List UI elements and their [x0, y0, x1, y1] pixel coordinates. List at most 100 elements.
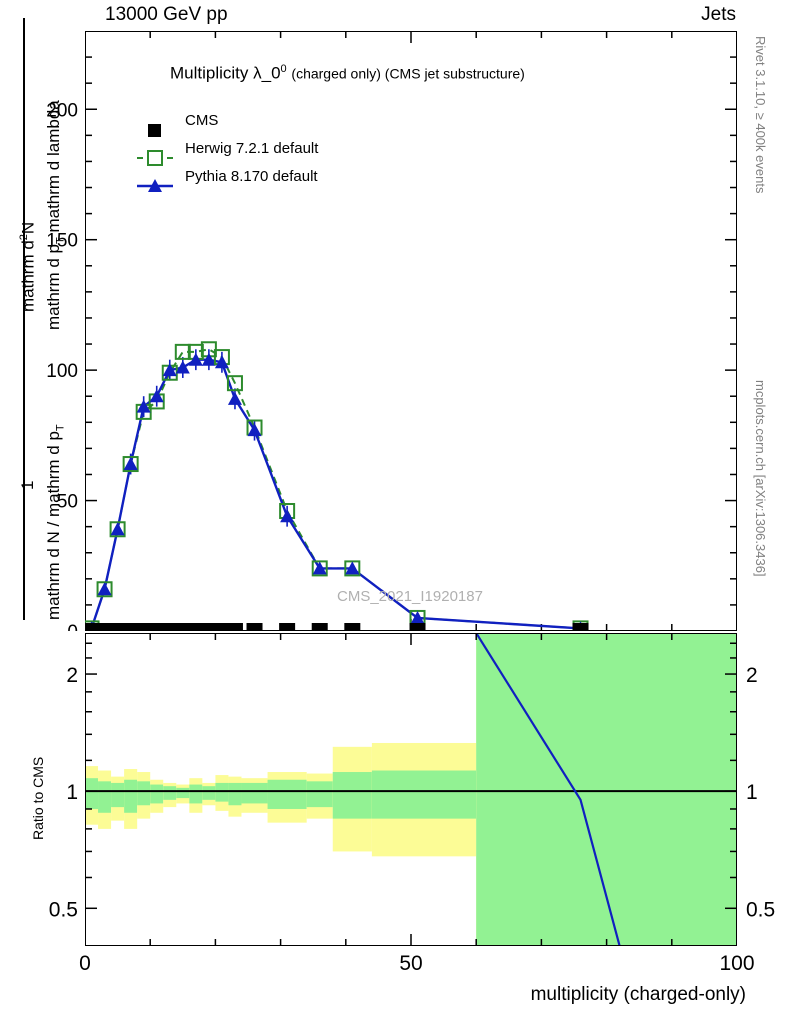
ratio-band-green	[306, 781, 333, 808]
main-plot-frame	[85, 31, 737, 631]
pythia-marker	[123, 457, 138, 471]
ratio-band-green	[176, 787, 190, 799]
herwig-marker	[96, 581, 113, 598]
cms-marker	[187, 623, 204, 631]
ratio-plot-panel[interactable]	[85, 633, 737, 946]
cms-marker	[213, 623, 230, 631]
legend-label-1: Herwig 7.2.1 default	[185, 140, 319, 157]
xaxis-label: multiplicity (charged-only)	[530, 984, 746, 1005]
yaxis-num-tail: N	[18, 221, 38, 235]
ratio-band-green	[150, 784, 164, 804]
xaxis-tick-labels: 0 50 100	[60, 948, 780, 978]
cms-marker	[279, 623, 296, 631]
pythia-marker	[280, 509, 295, 523]
plot-title: Multiplicity λ_00 (charged only) (CMS je…	[170, 63, 525, 84]
main-ytick-label: 50	[57, 492, 78, 513]
ratio-band-green	[202, 786, 216, 800]
ratio-band-green	[163, 786, 177, 800]
pythia-marker	[214, 355, 229, 369]
cms-marker	[572, 623, 589, 631]
ratio-ytick-label-right: 2	[746, 664, 758, 687]
cms-marker	[96, 623, 113, 631]
ratio-ytick-labels: 0.5 1 2	[40, 633, 82, 946]
cms-marker	[311, 623, 328, 631]
legend	[135, 110, 435, 192]
cms-marker	[135, 623, 152, 631]
side-text-rivet: Rivet 3.1.10, ≥ 400k events	[753, 36, 768, 194]
yaxis-label-numerator: mathrm d2N	[18, 222, 39, 312]
cms-marker	[174, 623, 191, 631]
yaxis-prefix-text: 1	[18, 480, 37, 490]
header-left-energy: 13000 GeV pp	[105, 4, 228, 25]
legend-pythia-marker	[148, 179, 162, 192]
pythia-marker	[110, 522, 125, 536]
pythia-marker	[247, 423, 262, 437]
ratio-band-green	[267, 779, 307, 809]
pythia-marker	[149, 389, 164, 403]
pythia-marker	[201, 352, 216, 366]
pythia-marker	[227, 391, 242, 405]
main-ytick-label: 200	[46, 100, 78, 121]
ratio-ytick-label: 1	[66, 781, 78, 804]
ratio-band-green	[228, 782, 242, 806]
ratio-band-green	[85, 778, 99, 809]
main-ytick-label: 0	[67, 622, 78, 631]
cms-marker	[409, 623, 426, 631]
cms-marker	[122, 623, 139, 631]
pythia-marker	[188, 352, 203, 366]
ratio-band-green	[137, 781, 151, 806]
cms-marker	[85, 623, 100, 631]
main-ytick-labels: 0 50 100 150 200	[40, 31, 82, 631]
cms-marker	[226, 623, 243, 631]
ratio-ytick-label: 2	[66, 664, 78, 687]
ratio-band-green	[215, 782, 229, 802]
legend-cms-marker	[148, 124, 161, 137]
xaxis-tick-label: 50	[399, 952, 422, 975]
cms-marker	[109, 623, 126, 631]
pythia-marker	[175, 360, 190, 374]
yaxis-label-prefix: 1	[18, 481, 38, 490]
ratio-ytick-label-right: 1	[746, 781, 758, 804]
pythia-marker	[136, 399, 151, 413]
ratio-axis-label: Ratio to CMS	[30, 756, 46, 840]
watermark: CMS_2021_I1920187	[337, 588, 483, 605]
plot-title-rest: (charged only) (CMS jet substructure)	[291, 65, 525, 82]
ratio-band-green	[111, 782, 125, 808]
main-ytick-label: 100	[46, 361, 78, 382]
legend-label-0: CMS	[185, 112, 219, 129]
cms-marker	[200, 623, 217, 631]
pythia-marker	[312, 561, 327, 575]
yaxis-label	[0, 0, 48, 630]
legend-herwig-marker	[147, 150, 163, 166]
ratio-ytick-label: 0.5	[49, 898, 78, 921]
main-plot-panel[interactable]	[85, 31, 737, 631]
ratio-band-green	[98, 781, 112, 813]
ratio-band-green	[241, 782, 268, 804]
ratio-band-green	[189, 784, 203, 804]
legend-label-2: Pythia 8.170 default	[185, 168, 318, 185]
pythia-marker	[410, 610, 425, 624]
ratio-ytick-labels-right: 0.5 1 2	[740, 633, 786, 946]
pythia-marker	[345, 561, 360, 575]
plot-title-main: Multiplicity λ_0	[170, 63, 281, 83]
ratio-band-green	[124, 779, 138, 813]
ratio-ytick-label-right: 0.5	[746, 898, 775, 921]
ratio-band-green	[371, 770, 477, 819]
yaxis-num-sup: 2	[18, 234, 30, 241]
ratio-pythia-line	[475, 633, 621, 946]
xaxis-tick-label: 0	[79, 952, 91, 975]
header-right-category: Jets	[701, 4, 736, 25]
herwig-marker	[226, 375, 243, 392]
cms-marker	[344, 623, 361, 631]
side-text-mcplots: mcplots.cern.ch [arXiv:1306.3436]	[753, 380, 768, 577]
cms-marker	[148, 623, 165, 631]
ratio-band-green	[332, 772, 372, 819]
cms-marker	[161, 623, 178, 631]
pythia-marker	[97, 582, 112, 596]
plot-title-sup: 0	[280, 63, 287, 75]
main-ytick-label: 150	[46, 231, 78, 252]
yaxis-num-text: mathrm d	[18, 240, 38, 312]
cms-marker	[246, 623, 263, 631]
pythia-marker	[162, 363, 177, 377]
xaxis-tick-label: 100	[719, 952, 754, 975]
